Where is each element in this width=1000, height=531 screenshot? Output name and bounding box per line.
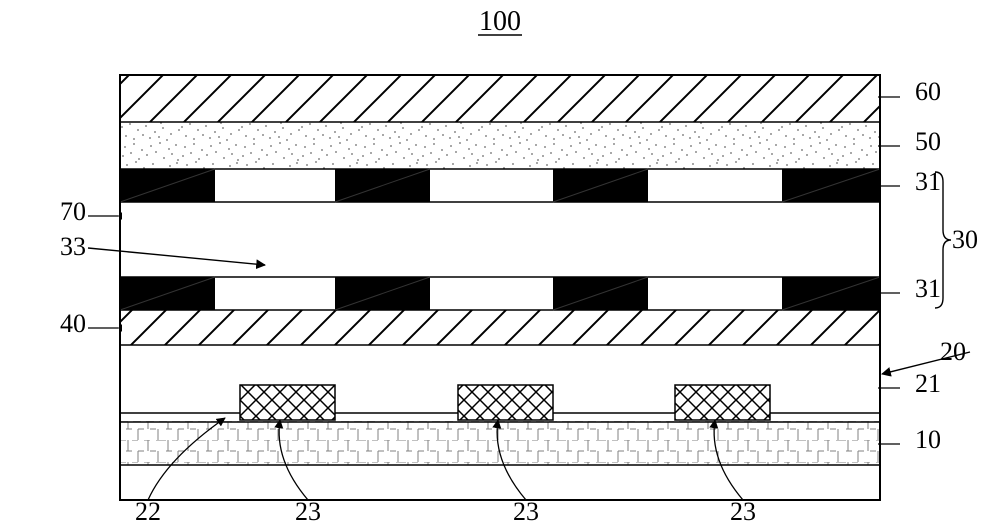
svg-text:60: 60 bbox=[915, 77, 941, 106]
svg-text:40: 40 bbox=[60, 309, 86, 338]
svg-text:23: 23 bbox=[295, 497, 321, 526]
svg-text:100: 100 bbox=[479, 6, 521, 37]
svg-text:23: 23 bbox=[730, 497, 756, 526]
svg-text:22: 22 bbox=[135, 497, 161, 526]
svg-text:23: 23 bbox=[513, 497, 539, 526]
svg-text:31: 31 bbox=[915, 274, 941, 303]
svg-text:20: 20 bbox=[940, 337, 966, 366]
svg-text:33: 33 bbox=[60, 232, 86, 261]
svg-text:70: 70 bbox=[60, 197, 86, 226]
svg-text:30: 30 bbox=[952, 225, 978, 254]
svg-text:21: 21 bbox=[915, 369, 941, 398]
svg-text:50: 50 bbox=[915, 127, 941, 156]
svg-text:10: 10 bbox=[915, 425, 941, 454]
svg-text:31: 31 bbox=[915, 167, 941, 196]
